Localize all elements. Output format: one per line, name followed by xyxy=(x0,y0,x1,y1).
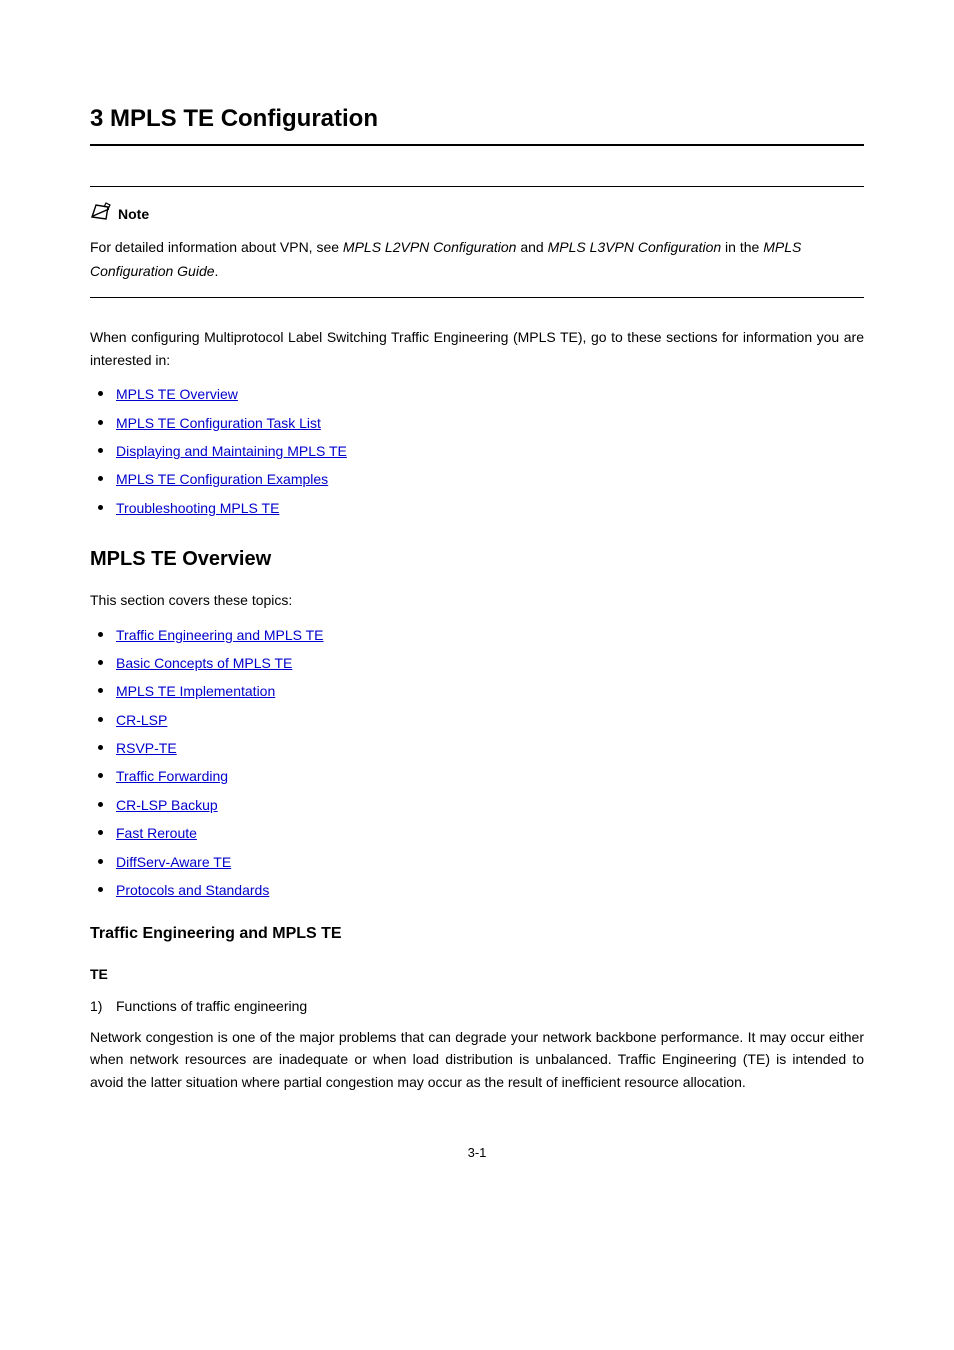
note-doc-1: MPLS L2VPN Configuration xyxy=(343,239,517,255)
link-displaying-maintaining-mpls-te[interactable]: Displaying and Maintaining MPLS TE xyxy=(116,443,347,459)
link-troubleshooting-mpls-te[interactable]: Troubleshooting MPLS TE xyxy=(116,500,279,516)
list-item: RSVP-TE xyxy=(90,737,864,759)
list-item: Fast Reroute xyxy=(90,822,864,844)
link-mpls-te-overview[interactable]: MPLS TE Overview xyxy=(116,386,238,402)
link-cr-lsp-backup[interactable]: CR-LSP Backup xyxy=(116,797,218,813)
note-text-mid: and xyxy=(516,239,547,255)
list-item: MPLS TE Configuration Examples xyxy=(90,468,864,490)
link-cr-lsp[interactable]: CR-LSP xyxy=(116,712,167,728)
link-diffserv-aware-te[interactable]: DiffServ-Aware TE xyxy=(116,854,231,870)
link-traffic-engineering-and-mpls-te[interactable]: Traffic Engineering and MPLS TE xyxy=(116,627,324,643)
link-fast-reroute[interactable]: Fast Reroute xyxy=(116,825,197,841)
list-item: CR-LSP Backup xyxy=(90,794,864,816)
subsection-heading-te: TE xyxy=(90,963,864,985)
intro-link-list: MPLS TE Overview MPLS TE Configuration T… xyxy=(90,383,864,519)
note-block: Note For detailed information about VPN,… xyxy=(90,186,864,298)
list-item: Troubleshooting MPLS TE xyxy=(90,497,864,519)
note-doc-2: MPLS L3VPN Configuration xyxy=(548,239,722,255)
note-header: Note xyxy=(90,201,864,227)
numbered-item-1: 1)Functions of traffic engineering xyxy=(90,995,864,1017)
section-heading-overview: MPLS TE Overview xyxy=(90,543,864,575)
link-mpls-te-config-task-list[interactable]: MPLS TE Configuration Task List xyxy=(116,415,321,431)
link-protocols-and-standards[interactable]: Protocols and Standards xyxy=(116,882,269,898)
list-item: MPLS TE Configuration Task List xyxy=(90,412,864,434)
list-item: CR-LSP xyxy=(90,709,864,731)
section-heading-te-and-mpls-te: Traffic Engineering and MPLS TE xyxy=(90,921,864,947)
note-label: Note xyxy=(118,203,149,225)
link-rsvp-te[interactable]: RSVP-TE xyxy=(116,740,177,756)
note-icon xyxy=(90,201,112,227)
link-mpls-te-implementation[interactable]: MPLS TE Implementation xyxy=(116,683,275,699)
link-traffic-forwarding[interactable]: Traffic Forwarding xyxy=(116,768,228,784)
list-item: Protocols and Standards xyxy=(90,879,864,901)
note-body: For detailed information about VPN, see … xyxy=(90,236,864,284)
link-basic-concepts-mpls-te[interactable]: Basic Concepts of MPLS TE xyxy=(116,655,292,671)
note-text-infix: in the xyxy=(721,239,763,255)
overview-link-list: Traffic Engineering and MPLS TE Basic Co… xyxy=(90,624,864,902)
list-item: DiffServ-Aware TE xyxy=(90,851,864,873)
note-text-prefix: For detailed information about VPN, see xyxy=(90,239,343,255)
list-item: MPLS TE Implementation xyxy=(90,680,864,702)
numbered-index: 1) xyxy=(90,995,116,1017)
list-item: Displaying and Maintaining MPLS TE xyxy=(90,440,864,462)
note-text-suffix: . xyxy=(215,263,219,279)
intro-paragraph: When configuring Multiprotocol Label Swi… xyxy=(90,326,864,371)
overview-lead: This section covers these topics: xyxy=(90,589,864,611)
list-item: Traffic Engineering and MPLS TE xyxy=(90,624,864,646)
chapter-title: 3 MPLS TE Configuration xyxy=(90,100,864,146)
list-item: MPLS TE Overview xyxy=(90,383,864,405)
numbered-label: Functions of traffic engineering xyxy=(116,998,307,1014)
te-body-paragraph: Network congestion is one of the major p… xyxy=(90,1026,864,1093)
link-mpls-te-config-examples[interactable]: MPLS TE Configuration Examples xyxy=(116,471,328,487)
list-item: Traffic Forwarding xyxy=(90,765,864,787)
page-number: 3-1 xyxy=(90,1143,864,1164)
list-item: Basic Concepts of MPLS TE xyxy=(90,652,864,674)
